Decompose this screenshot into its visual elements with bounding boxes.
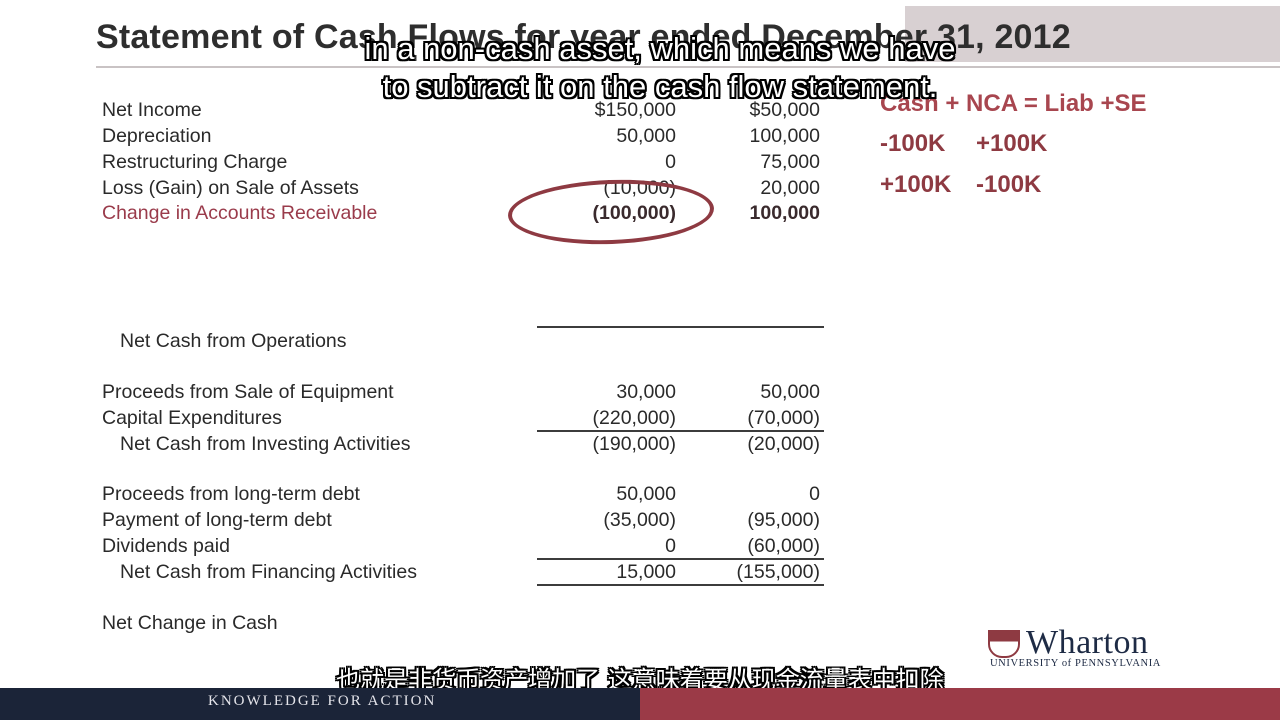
equation-value: +100K xyxy=(976,130,1048,157)
footer-tagline: KNOWLEDGE FOR ACTION xyxy=(208,693,437,709)
row-value-col2: 0 xyxy=(809,483,820,505)
row-restructuring-charge: Restructuring Charge 0 75,000 xyxy=(102,149,824,175)
row-proceeds-long-term-debt: Proceeds from long-term debt 50,000 0 xyxy=(102,481,824,507)
row-value-col1: $150,000 xyxy=(594,99,676,121)
row-value-col2: 100,000 xyxy=(749,125,821,147)
row-value-col1: (35,000) xyxy=(603,509,676,531)
row-change-accounts-receivable: Change in Accounts Receivable (100,000) … xyxy=(102,200,824,226)
row-value-col2: 50,000 xyxy=(760,381,820,403)
subtitle-english: in a non-cash asset, which means we have… xyxy=(280,30,1040,106)
row-label: Capital Expenditures xyxy=(102,407,282,429)
row-label: Proceeds from Sale of Equipment xyxy=(102,381,394,403)
row-value-col1: (100,000) xyxy=(592,202,676,224)
accounting-equation: Cash + NCA = Liab +SE xyxy=(880,90,1147,117)
row-value-col2: 75,000 xyxy=(760,151,820,173)
equation-line-1: -100K +100K xyxy=(880,130,1047,158)
row-label: Loss (Gain) on Sale of Assets xyxy=(102,177,359,199)
row-capital-expenditures: Capital Expenditures (220,000) (70,000) xyxy=(102,405,824,431)
subtitle-line: to subtract it on the cash flow statemen… xyxy=(382,69,938,104)
footer-accent-bar xyxy=(640,688,1280,720)
investing-total-rule xyxy=(537,430,824,432)
equation-line-2: +100K -100K xyxy=(880,171,1041,199)
row-depreciation: Depreciation 50,000 100,000 xyxy=(102,123,824,149)
row-value-col1: (190,000) xyxy=(592,433,676,455)
row-value-col2: (20,000) xyxy=(747,433,820,455)
row-payment-long-term-debt: Payment of long-term debt (35,000) (95,0… xyxy=(102,507,824,533)
operations-total-rule xyxy=(537,326,824,328)
row-value-col1: 50,000 xyxy=(616,125,676,147)
equation-value: -100K xyxy=(880,130,946,157)
row-dividends-paid: Dividends paid 0 (60,000) xyxy=(102,533,824,559)
logo-subtitle: UNIVERSITY of PENNSYLVANIA xyxy=(990,658,1161,669)
row-value-col2: 20,000 xyxy=(760,177,820,199)
row-value-col2: (60,000) xyxy=(747,535,820,557)
row-net-cash-financing: Net Cash from Financing Activities 15,00… xyxy=(102,559,824,585)
row-proceeds-sale-equipment: Proceeds from Sale of Equipment 30,000 5… xyxy=(102,379,824,405)
title-decoration-bar xyxy=(905,6,1280,62)
row-label: Dividends paid xyxy=(102,535,230,557)
row-label: Depreciation xyxy=(102,125,212,147)
row-value-col1: 50,000 xyxy=(616,483,676,505)
row-value-col1: (10,000) xyxy=(603,177,676,199)
row-loss-gain-sale-assets: Loss (Gain) on Sale of Assets (10,000) 2… xyxy=(102,175,824,201)
title-divider xyxy=(96,66,1280,68)
equation-value: +100K xyxy=(880,171,952,198)
row-label: Net Cash from Operations xyxy=(120,330,347,352)
row-net-income: Net Income $150,000 $50,000 xyxy=(102,97,824,123)
row-value-col1: 15,000 xyxy=(616,561,676,583)
logo-name: Wharton xyxy=(1026,624,1149,661)
row-value-col2: (155,000) xyxy=(736,561,820,583)
row-net-cash-operations: Net Cash from Operations xyxy=(102,328,824,354)
row-label: Net Cash from Investing Activities xyxy=(120,433,411,455)
row-net-change-cash: Net Change in Cash xyxy=(102,610,824,636)
row-value-col2: (70,000) xyxy=(747,407,820,429)
financing-total-underline xyxy=(537,584,824,586)
row-label: Net Income xyxy=(102,99,202,121)
wharton-logo: Wharton UNIVERSITY of PENNSYLVANIA xyxy=(988,624,1192,672)
row-value-col2: 100,000 xyxy=(749,202,821,224)
subtitle-line: in a non-cash asset, which means we have xyxy=(364,31,956,66)
row-value-col1: 0 xyxy=(665,535,676,557)
row-label: Proceeds from long-term debt xyxy=(102,483,360,505)
shield-icon xyxy=(988,630,1020,658)
financing-total-rule xyxy=(537,558,824,560)
row-value-col2: (95,000) xyxy=(747,509,820,531)
row-label: Restructuring Charge xyxy=(102,151,288,173)
row-label: Payment of long-term debt xyxy=(102,509,332,531)
equation-value: -100K xyxy=(976,171,1042,198)
row-value-col1: 0 xyxy=(665,151,676,173)
slide-title: Statement of Cash Flows for year ended D… xyxy=(96,18,1071,56)
row-value-col1: 30,000 xyxy=(616,381,676,403)
row-label: Net Change in Cash xyxy=(102,612,278,634)
row-net-cash-investing: Net Cash from Investing Activities (190,… xyxy=(102,431,824,457)
row-value-col1: (220,000) xyxy=(592,407,676,429)
row-label: Change in Accounts Receivable xyxy=(102,202,378,224)
row-label: Net Cash from Financing Activities xyxy=(120,561,417,583)
row-value-col2: $50,000 xyxy=(749,99,821,121)
